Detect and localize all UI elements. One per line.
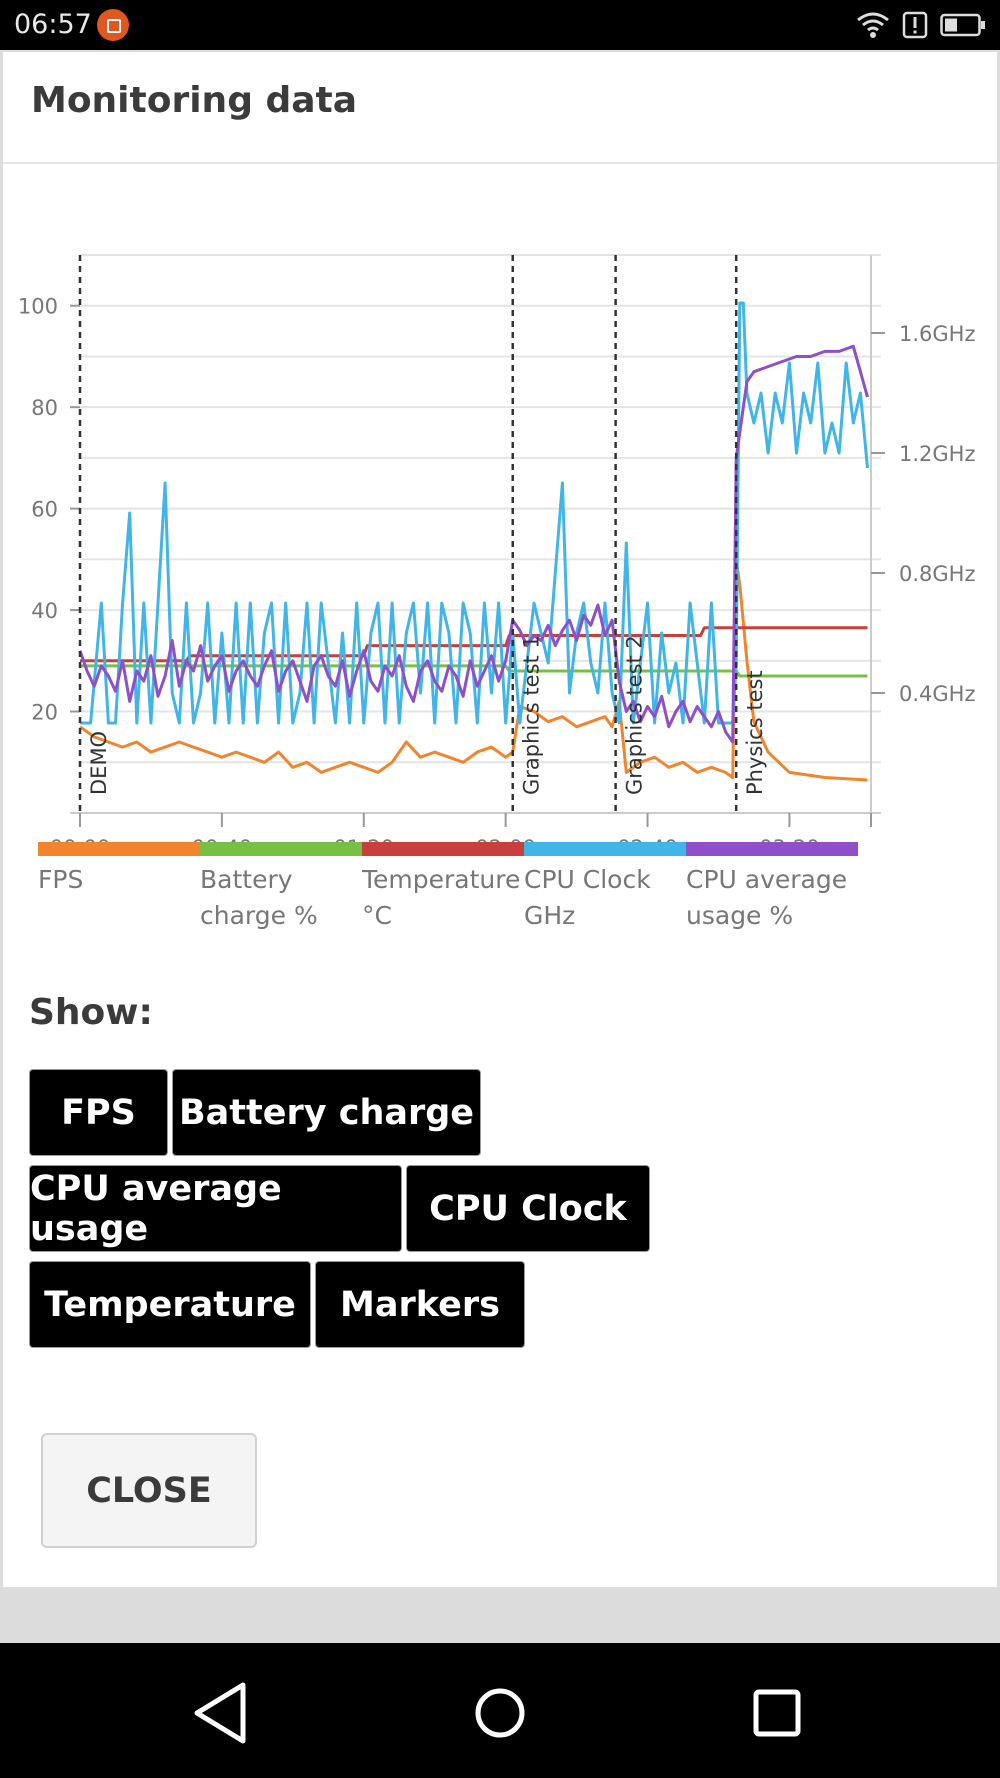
monitoring-dialog: Monitoring data 20 40 60 80 100 0.4GHz 0.8GHz 1…	[3, 52, 997, 1587]
marker-label: Graphics test 2	[623, 635, 647, 795]
toggle-cpu-usage-button[interactable]: CPU average usage	[29, 1165, 402, 1252]
legend-swatch	[200, 842, 372, 856]
legend-item-temperature: Temperature °C	[362, 842, 534, 934]
y-left-tick-label: 40	[31, 599, 58, 623]
app-notification-icon	[97, 9, 129, 41]
show-label: Show:	[29, 992, 153, 1033]
legend-item-fps: FPS	[38, 842, 210, 898]
y-right-tick-label: 0.4GHz	[899, 682, 975, 706]
status-bar: 06:57	[0, 0, 1000, 50]
legend-label: Battery charge %	[200, 865, 318, 930]
dialog-header: Monitoring data	[3, 52, 997, 164]
toggle-temperature-button[interactable]: Temperature	[29, 1261, 311, 1348]
status-icons	[856, 8, 986, 42]
legend-item-cpu-usage: CPU average usage %	[686, 842, 858, 934]
recents-square-icon[interactable]	[737, 1673, 817, 1753]
status-time: 06:57	[14, 9, 92, 40]
legend-item-cpu-clock: CPU Clock GHz	[524, 842, 696, 934]
toggle-markers-button[interactable]: Markers	[315, 1261, 525, 1348]
y-left-tick-label: 20	[31, 701, 58, 725]
legend-label: CPU Clock GHz	[524, 865, 651, 930]
legend-swatch	[524, 842, 696, 856]
back-triangle-icon[interactable]	[183, 1673, 263, 1753]
marker-label: DEMO	[87, 731, 111, 795]
toggle-battery-button[interactable]: Battery charge	[172, 1069, 481, 1156]
series-line	[78, 344, 869, 744]
toggle-fps-button[interactable]: FPS	[29, 1069, 168, 1156]
legend-label: Temperature °C	[362, 865, 521, 930]
marker-label: Graphics test 1	[520, 635, 544, 795]
legend-swatch	[362, 842, 534, 856]
home-circle-icon[interactable]	[460, 1673, 540, 1753]
close-button[interactable]: CLOSE	[41, 1433, 257, 1548]
y-right-tick-label: 1.2GHz	[899, 442, 975, 466]
series-line	[79, 557, 868, 782]
legend-swatch	[686, 842, 858, 856]
monitoring-chart: 204060801000.4GHz0.8GHz1.2GHz1.6GHz00:00…	[18, 254, 975, 860]
y-left-tick-label: 100	[18, 295, 58, 319]
marker-label: Physics test	[743, 670, 767, 795]
chart-legend: FPS Battery charge % Temperature °C CPU …	[3, 842, 997, 962]
dialog-title: Monitoring data	[31, 80, 358, 121]
toggle-cpu-clock-button[interactable]: CPU Clock	[406, 1165, 650, 1252]
battery-icon	[940, 13, 985, 37]
alert-icon	[902, 11, 928, 39]
legend-item-battery: Battery charge %	[200, 842, 372, 934]
legend-swatch	[38, 842, 210, 856]
wifi-icon	[857, 12, 889, 38]
legend-label: FPS	[38, 865, 84, 894]
y-right-tick-label: 1.6GHz	[899, 322, 975, 346]
navigation-bar	[0, 1643, 1000, 1778]
y-left-tick-label: 80	[31, 396, 58, 420]
y-right-tick-label: 0.8GHz	[899, 562, 975, 586]
y-left-tick-label: 60	[31, 498, 58, 522]
series-line	[80, 301, 869, 725]
legend-label: CPU average usage %	[686, 865, 848, 930]
